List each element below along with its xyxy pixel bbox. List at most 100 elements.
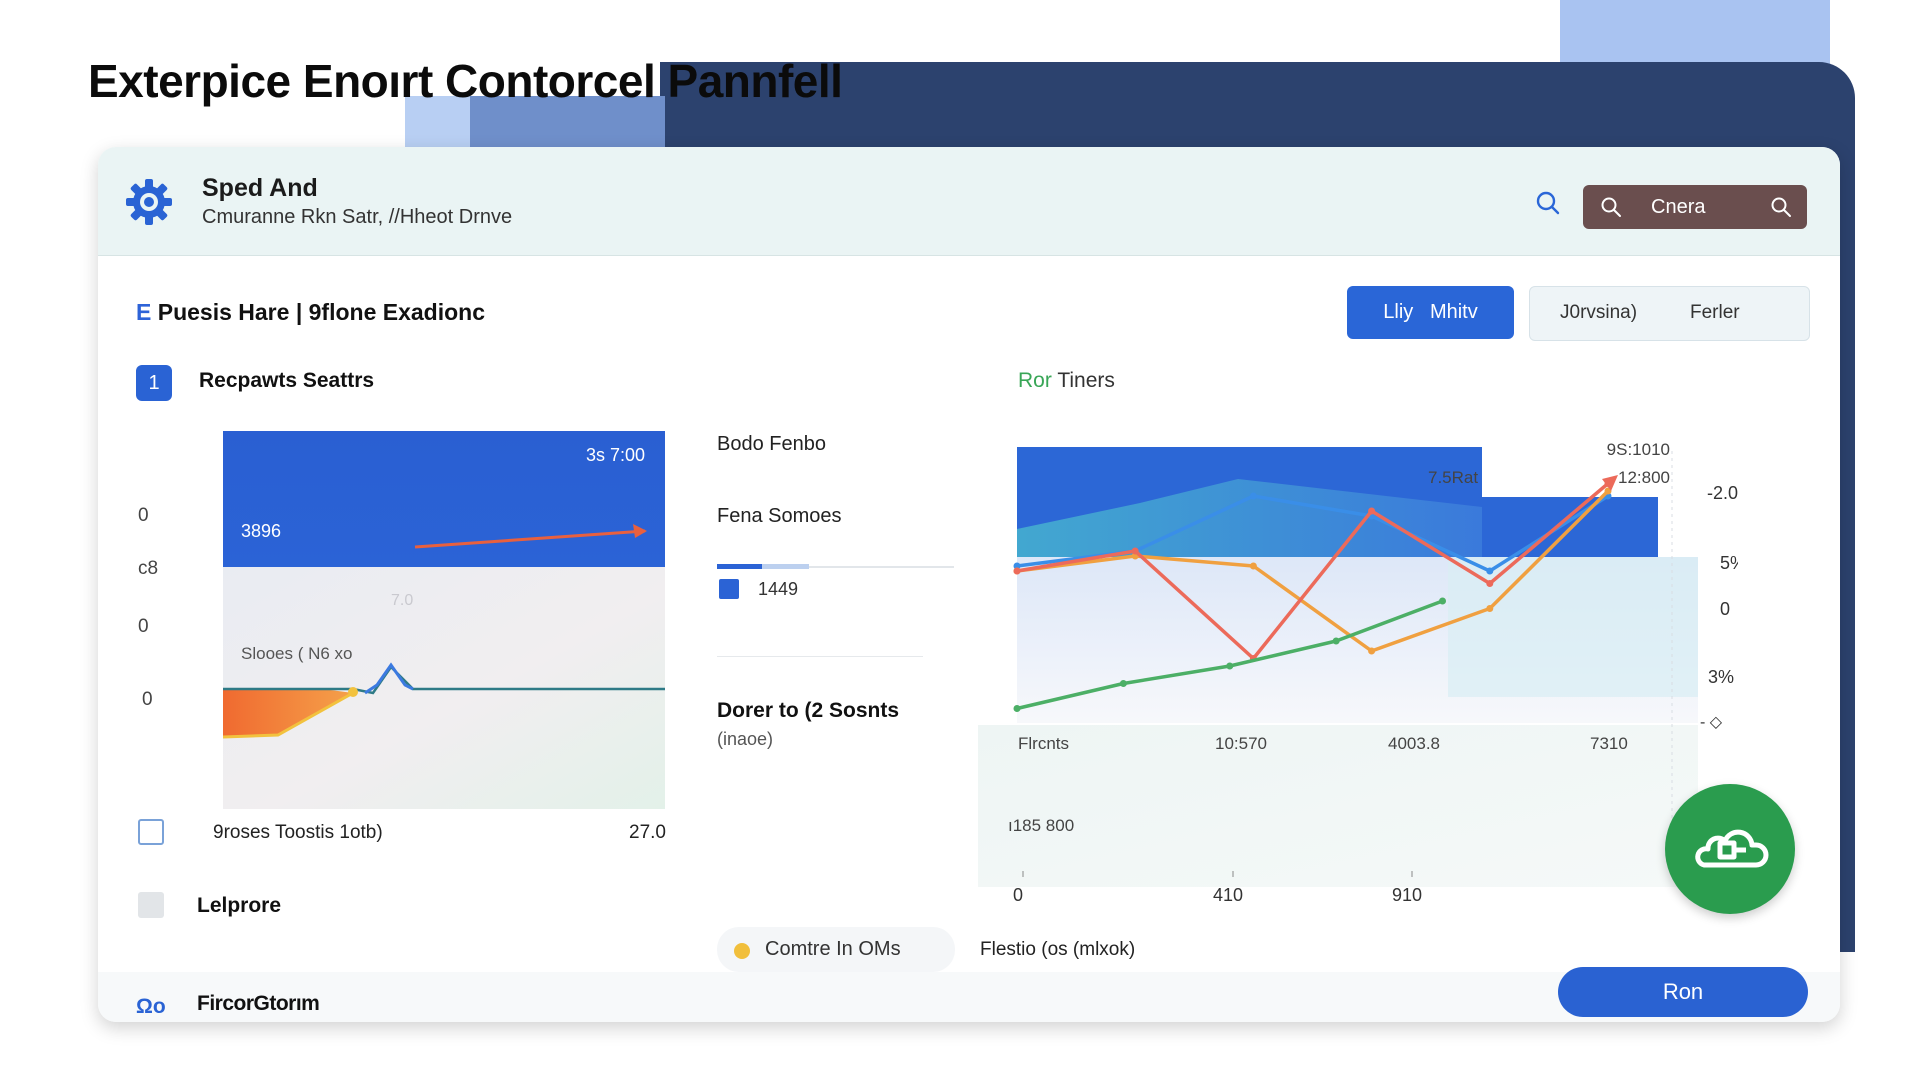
left-chart: 3s 7:00 3896 7.0 Slooes ( N6 xo	[223, 431, 665, 809]
right-title-text: Tiners	[1057, 369, 1115, 392]
series-point-green	[1226, 662, 1234, 670]
primary-filter-button[interactable]: Lliy Mhitv	[1347, 286, 1514, 339]
series-point-green	[1119, 680, 1127, 687]
chart-left-value: 3896	[241, 521, 281, 541]
middle-item: Bodo Fenbo	[717, 433, 826, 455]
right-title-accent: Ror	[1018, 369, 1052, 392]
segmented-control: J0rvsina) Ferler	[1529, 286, 1810, 341]
y-axis-label: 0	[138, 616, 149, 637]
page-title: Exterpice Enoırt Contorcel Pannfell	[88, 55, 843, 107]
section-title-text: Puesis Hare | 9flone Exadionc	[157, 299, 486, 325]
line-chart: 7.5Rat 9S:1010 12:800 -2.0 5% 0 3% - ◇ F…	[978, 440, 1738, 887]
status-dot	[734, 943, 750, 959]
series-point-green	[1332, 637, 1340, 645]
x-axis-label: 910	[1392, 885, 1423, 905]
progress-fill	[717, 564, 762, 569]
chart-faint-value: 7.0	[391, 592, 413, 609]
series-point-blue	[1013, 562, 1021, 570]
x-axis-label: 410	[1213, 885, 1244, 905]
middle-item: Fena Somoes	[717, 505, 842, 527]
floating-action-button[interactable]	[1665, 784, 1795, 914]
status-pill-label: Comtre In OMs	[765, 938, 901, 960]
section-title-accent: E	[136, 299, 152, 325]
series-point-green	[1439, 597, 1447, 605]
middle-heading: Dorer to (2 Sosnts	[717, 699, 900, 722]
card-header: Sped And Cmuranne Rkn Satr, //Hheot Drnv…	[98, 147, 1840, 256]
option-checkbox[interactable]	[138, 892, 164, 918]
legend-label: 9roses Toostis 1otb)	[213, 822, 383, 843]
series-point-red	[1131, 547, 1139, 555]
legend-value: 27.0	[629, 822, 666, 843]
x-axis-label: 10:570	[1215, 734, 1267, 753]
chart-right-label: - ◇	[1700, 714, 1723, 731]
app-name: Sped And	[202, 174, 318, 202]
main-card: Sped And Cmuranne Rkn Satr, //Hheot Drnv…	[98, 147, 1840, 1022]
background-accent-small	[405, 96, 475, 148]
chart-top-value: 3s 7:00	[586, 445, 645, 465]
series-point-red	[1013, 567, 1021, 575]
divider	[717, 656, 923, 657]
card-footer	[98, 972, 1840, 1022]
chart-top-label: 12:800	[1618, 468, 1670, 487]
series-point-orange	[1486, 605, 1494, 612]
status-pill[interactable]: Comtre In OMs	[717, 927, 955, 972]
chart-area-fill	[1017, 479, 1482, 557]
step-badge: 1	[136, 365, 172, 401]
chart-floating-label: ı185 800	[1008, 816, 1074, 835]
chart-right-label: 5%	[1720, 553, 1738, 573]
series-point-green	[1013, 705, 1021, 712]
section-title: E Puesis Hare | 9flone Exadionc	[136, 299, 485, 326]
y-axis-label: 0	[142, 689, 153, 710]
series-point-blue	[1249, 492, 1257, 500]
segment-option-left[interactable]: J0rvsina)	[1560, 302, 1638, 323]
chart-peak-line	[364, 662, 414, 695]
x-axis-label: Flrcnts	[1018, 734, 1069, 753]
option-label: Lelprore	[197, 894, 282, 917]
chart-top-label: 7.5Rat	[1428, 468, 1478, 487]
series-line-orange	[1016, 489, 1610, 653]
chart-lower-area	[978, 725, 1698, 887]
background-accent-mid	[470, 96, 665, 148]
chart-right-label: 3%	[1708, 667, 1734, 687]
series-line-red	[1016, 482, 1610, 661]
segment-option-right[interactable]: Ferler	[1690, 302, 1740, 323]
chart-trend-line	[414, 529, 646, 549]
chart-right-label: 0	[1720, 599, 1730, 619]
app-subtitle: Cmuranne Rkn Satr, //Hheot Drnve	[202, 206, 513, 228]
left-panel-title: Recpawts Seattrs	[199, 369, 375, 392]
legend-checkbox[interactable]	[138, 819, 164, 845]
chart-mid-label: Slooes ( N6 xo	[241, 644, 353, 663]
series-point-red	[1486, 580, 1494, 587]
series-point-orange	[1368, 647, 1376, 655]
chart-series-group	[1013, 475, 1618, 712]
trend-arrow	[1602, 475, 1618, 491]
middle-subtext: (inaoe)	[717, 729, 774, 749]
chart-orange-area	[223, 689, 353, 737]
search-icon	[1601, 197, 1621, 217]
series-point-orange	[1249, 562, 1257, 570]
run-button[interactable]: Ron	[1558, 967, 1808, 1017]
right-panel-title: Ror Tiners	[1018, 369, 1115, 393]
chart-highlight	[1448, 557, 1698, 697]
footer-label: FircorGtorım	[197, 992, 320, 1015]
chart-trend-arrow	[633, 524, 647, 538]
y-axis-label: c8	[138, 558, 159, 579]
legend-swatch	[719, 579, 739, 599]
search-icon[interactable]	[1534, 189, 1562, 217]
search-submit-icon[interactable]	[1769, 195, 1793, 219]
cloud-network-icon	[1695, 829, 1769, 868]
chart-yellow-line	[223, 691, 354, 739]
gear-icon[interactable]	[124, 177, 174, 227]
chart-top-label: 9S:1010	[1607, 440, 1670, 459]
progress-track	[717, 566, 954, 568]
progress-fill-light	[717, 564, 809, 569]
y-axis-label: 0	[138, 505, 149, 526]
search-input[interactable]: Cnera	[1583, 185, 1807, 229]
background-accent-block	[1560, 0, 1830, 70]
x-axis-label: 4003.8	[1388, 734, 1440, 753]
series-point-red	[1368, 507, 1376, 515]
x-axis-label: 0	[1013, 885, 1024, 905]
footer-link-icon: Ωo	[136, 995, 166, 1018]
middle-value: 1449	[758, 579, 799, 599]
chart-right-label: -2.0	[1707, 483, 1738, 503]
